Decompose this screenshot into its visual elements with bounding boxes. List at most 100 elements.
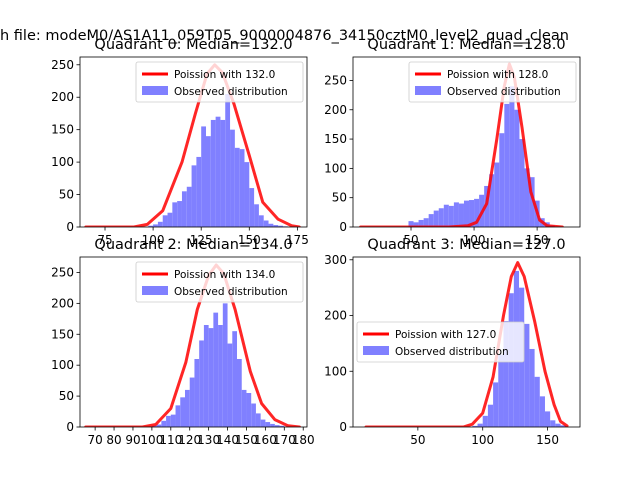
legend-box xyxy=(135,61,304,103)
x-tick-label: 150 xyxy=(235,433,258,447)
hist-bar xyxy=(246,393,252,427)
legend-box xyxy=(135,261,304,303)
hist-bar xyxy=(274,425,280,427)
hist-bar xyxy=(218,325,223,427)
legend-curve-label: Poission with 128.0 xyxy=(447,69,548,81)
plot-area xyxy=(359,62,564,227)
hist-bar xyxy=(148,225,154,227)
hist-bar xyxy=(227,343,233,427)
hist-bar xyxy=(453,202,459,227)
hist-bar xyxy=(524,323,530,427)
y-tick-label: 200 xyxy=(324,103,347,117)
y-tick-label: 50 xyxy=(332,191,347,205)
figure-suptitle: h file: modeM0/AS1A11_059T05_9000004876_… xyxy=(0,28,569,44)
hist-bar xyxy=(210,119,216,227)
y-tick-label: 0 xyxy=(66,220,74,234)
y-tick-label: 100 xyxy=(324,161,347,175)
hist-bar xyxy=(201,126,207,227)
hist-bar xyxy=(408,221,414,227)
legend-curve-label: Poission with 127.0 xyxy=(395,329,496,341)
subplot-title: Quadrant 1: Median=128.0 xyxy=(367,37,565,53)
hist-bar xyxy=(418,219,424,227)
hist-bar xyxy=(191,165,197,227)
hist-bar xyxy=(273,225,279,227)
hist-bar xyxy=(220,119,226,227)
x-tick-label: 50 xyxy=(403,233,418,247)
hist-bar xyxy=(249,188,255,227)
legend-hist-swatch xyxy=(142,286,168,295)
legend-box xyxy=(356,321,525,363)
hist-bar xyxy=(170,414,176,427)
subplot-0: 75 100 125 150 175 0 50 100 150 200 250 Quadrant 0:… xyxy=(51,37,309,247)
hist-bar xyxy=(529,177,535,227)
hist-bar xyxy=(153,224,158,227)
hist-bar xyxy=(230,129,235,227)
hist-bar xyxy=(560,425,566,427)
hist-bar xyxy=(504,103,510,227)
x-tick-label: 100 xyxy=(471,433,494,447)
x-tick-label: 140 xyxy=(216,433,239,447)
y-tick-label: 250 xyxy=(324,73,347,87)
hist-bar xyxy=(524,168,530,227)
legend: Poission with 132.0 Observed distribution xyxy=(135,61,304,103)
hist-bar xyxy=(279,425,285,427)
hist-bar xyxy=(151,425,157,427)
hist-bar xyxy=(463,200,470,227)
hist-bar xyxy=(550,420,556,427)
hist-bar xyxy=(474,198,480,227)
subplot-title: Quadrant 0: Median=132.0 xyxy=(94,37,292,53)
hist-bar xyxy=(241,389,247,427)
hist-bar xyxy=(234,147,240,227)
y-tick-label: 0 xyxy=(339,220,347,234)
hist-bar xyxy=(225,93,231,227)
hist-bar xyxy=(544,411,551,427)
hist-bar xyxy=(413,222,419,227)
hist-bar xyxy=(514,109,520,227)
legend-hist-swatch xyxy=(363,346,389,355)
y-tick-label: 0 xyxy=(339,420,347,434)
hist-bar xyxy=(423,218,429,227)
legend: Poission with 127.0 Observed distribution xyxy=(356,321,525,363)
x-tick-label: 120 xyxy=(178,433,201,447)
x-tick-label: 150 xyxy=(526,233,549,247)
y-tick-label: 100 xyxy=(324,364,347,378)
hist-bar xyxy=(208,328,214,427)
hist-bar xyxy=(203,325,209,427)
hist-bar xyxy=(180,397,185,427)
x-tick-label: 100 xyxy=(463,233,486,247)
legend-hist-label: Observed distribution xyxy=(174,86,288,98)
legend-hist-swatch xyxy=(415,86,441,95)
x-tick-label: 75 xyxy=(97,233,112,247)
hist-bar xyxy=(487,404,494,427)
hist-bar xyxy=(199,340,204,427)
hist-bar xyxy=(493,382,499,427)
hist-bar xyxy=(438,208,444,227)
y-tick-label: 250 xyxy=(51,265,74,279)
legend-hist-label: Observed distribution xyxy=(174,286,288,298)
hist-bar xyxy=(499,133,505,227)
subplots-grid: 75 100 125 150 175 0 50 100 150 200 250 Quadrant 0:… xyxy=(51,37,581,447)
hist-bar xyxy=(251,403,256,427)
hist-bar xyxy=(189,377,195,427)
hist-bar xyxy=(206,136,211,227)
hist-bar xyxy=(555,423,561,427)
hist-bar xyxy=(477,423,483,427)
hist-bar xyxy=(428,214,434,227)
axes-frame xyxy=(79,56,308,228)
hist-bar xyxy=(469,200,475,227)
hist-bar xyxy=(519,139,525,227)
subplot-1: 50 100 150 0 50 100 150 200 250 Quadrant 1: Media… xyxy=(324,37,581,247)
hist-bar xyxy=(265,422,271,427)
hist-bar xyxy=(161,420,167,427)
hist-bar xyxy=(186,186,192,227)
hist-bar xyxy=(260,419,266,427)
poisson-curve-line xyxy=(364,261,569,427)
x-tick-label: 50 xyxy=(410,433,425,447)
x-tick-label: 180 xyxy=(292,433,315,447)
hist-bar xyxy=(194,359,200,427)
hist-bar xyxy=(448,205,454,227)
hist-bar xyxy=(213,312,219,427)
x-tick-label: 130 xyxy=(197,433,220,447)
x-tick-label: 170 xyxy=(273,433,296,447)
